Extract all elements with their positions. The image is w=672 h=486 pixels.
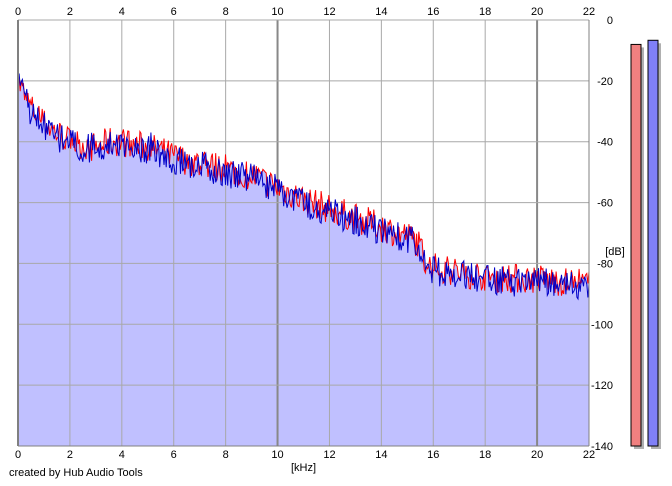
x-tick-label-top: 10 [271,6,283,18]
x-tick-label-bottom: 8 [223,449,229,461]
x-tick-label-top: 8 [223,6,229,18]
x-tick-label-bottom: 12 [323,449,335,461]
x-tick-label-top: 20 [531,6,543,18]
x-tick-label-bottom: 22 [583,449,595,461]
y-tick-label: -140 [591,441,613,453]
x-tick-label-bottom: 2 [67,449,73,461]
x-axis-label: [kHz] [291,462,316,474]
x-tick-label-top: 22 [583,6,595,18]
series-line-2 [17,73,590,301]
credit-text: created by Hub Audio Tools [9,467,143,479]
x-tick-label-bottom: 14 [375,449,387,461]
y-tick-label: -20 [597,76,613,88]
y-tick-label: -40 [597,137,613,149]
x-tick-label-top: 16 [427,6,439,18]
y-tick-label: -60 [597,198,613,210]
y-tick-label: -120 [591,380,613,392]
x-tick-label-bottom: 6 [171,449,177,461]
x-tick-label-bottom: 16 [427,449,439,461]
x-tick-label-top: 0 [15,6,21,18]
spectrum-fill [18,73,589,446]
x-tick-label-bottom: 4 [119,449,125,461]
level-meter-left [630,43,642,447]
x-tick-label-top: 4 [119,6,125,18]
x-tick-label-bottom: 20 [531,449,543,461]
x-tick-label-top: 2 [67,6,73,18]
x-tick-label-top: 14 [375,6,387,18]
y-axis-label: [dB] [605,246,625,258]
x-tick-label-bottom: 10 [271,449,283,461]
x-tick-label-bottom: 18 [479,449,491,461]
level-meter-right [647,39,659,447]
y-tick-label: -80 [597,258,613,270]
x-tick-label-top: 12 [323,6,335,18]
x-tick-label-top: 18 [479,6,491,18]
x-tick-label-bottom: 0 [15,449,21,461]
x-tick-label-top: 6 [171,6,177,18]
y-tick-label: 0 [607,15,613,27]
y-tick-label: -100 [591,319,613,331]
